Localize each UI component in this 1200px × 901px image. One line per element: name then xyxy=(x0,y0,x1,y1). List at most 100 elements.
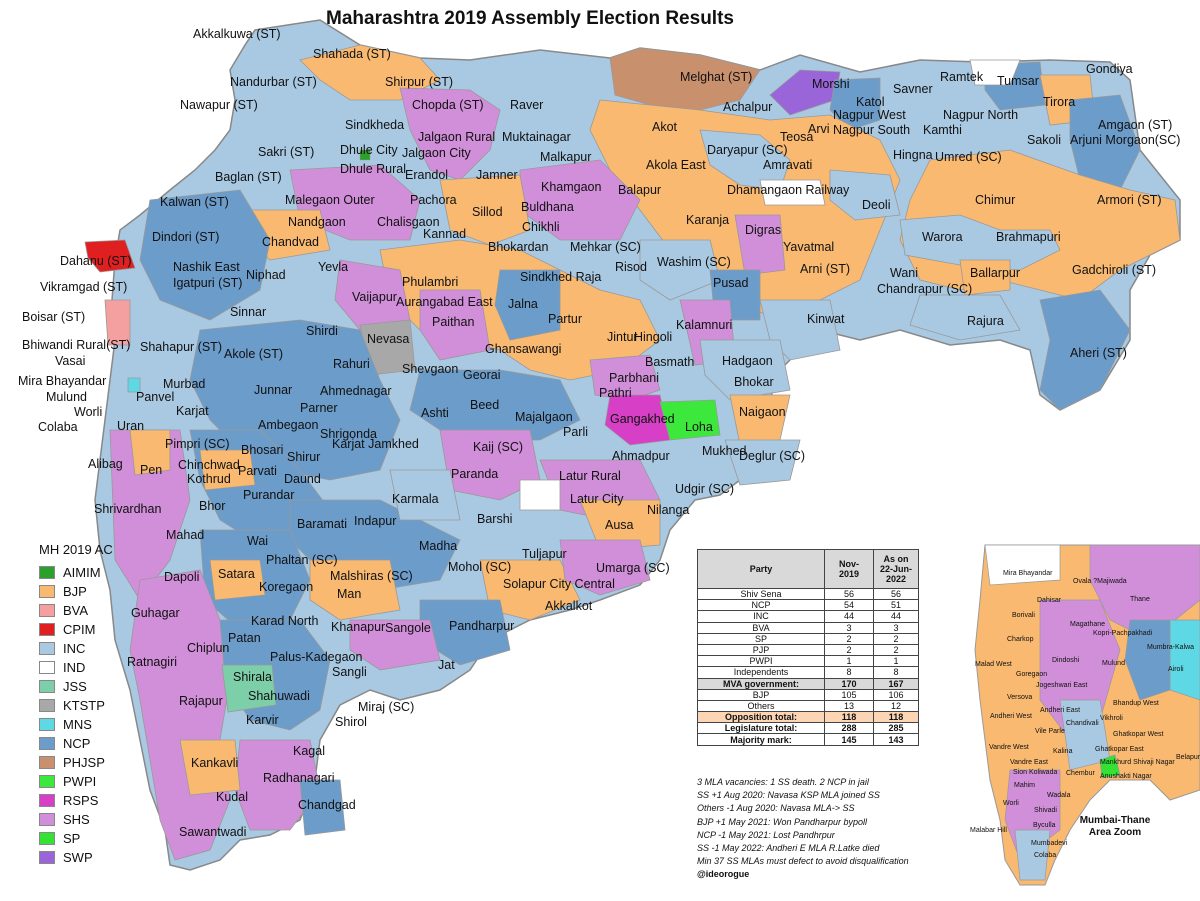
constituency-label: Kalamnuri xyxy=(676,318,733,332)
constituency-label: Baramati xyxy=(297,517,348,531)
constituency-label: Morshi xyxy=(812,77,850,91)
constituency-label: Sangole xyxy=(385,621,431,635)
constituency-label: Ashti xyxy=(421,406,449,420)
constituency-label: Akola East xyxy=(646,158,706,172)
constituency-label: Bhor xyxy=(199,499,226,513)
constituency-label: Yavatmal xyxy=(783,240,835,254)
table-cell: 12 xyxy=(873,699,919,713)
region-ncp-beed xyxy=(409,369,581,441)
legend-label: SP xyxy=(63,831,81,846)
note-line: NCP -1 May 2021: Lost Pandhrpur xyxy=(697,829,835,840)
table-cell: Shiv Sena xyxy=(697,587,825,601)
constituency-label: Jalgaon City xyxy=(402,146,471,160)
constituency-label: Georai xyxy=(463,368,501,382)
constituency-label: Shevgaon xyxy=(402,362,459,376)
constituency-label: Nagpur North xyxy=(943,108,1019,122)
inset-region-mns xyxy=(1169,619,1200,701)
constituency-label: Warora xyxy=(922,230,963,244)
inset-constituency-label: Colaba xyxy=(1034,852,1057,859)
inset-title: Mumbai-Thane Area Zoom xyxy=(1079,815,1151,838)
inset-constituency-label: Charkop xyxy=(1007,636,1034,643)
region-ind-white-2 xyxy=(759,179,826,206)
constituency-label: Mehkar (SC) xyxy=(570,240,641,254)
constituency-label: Karjat Jamkhed xyxy=(332,437,419,451)
table-cell: 3 xyxy=(824,621,874,634)
constituency-label: Umred (SC) xyxy=(935,150,1002,164)
region-jss-shahuwadi xyxy=(221,664,277,713)
region-shs-sangole xyxy=(349,619,441,671)
inset-region-sp xyxy=(1099,754,1121,779)
constituency-label: Sangli xyxy=(332,665,367,679)
region-shs-paithan xyxy=(419,289,491,361)
region-ncp-nashik xyxy=(139,189,271,321)
legend-item: SP xyxy=(39,829,159,848)
table-cell: 44 xyxy=(873,610,919,623)
constituency-label: Akkalkuwa (ST) xyxy=(193,27,281,41)
constituency-label: Kankavli xyxy=(191,756,239,770)
table-cell: 118 xyxy=(873,711,919,724)
constituency-label: Kothrud xyxy=(187,472,231,486)
table-cell: 8 xyxy=(824,666,874,679)
table-cell: 2 xyxy=(824,643,874,657)
table-cell: Others xyxy=(697,699,825,713)
region-inc-deglur xyxy=(724,439,801,486)
notes: 3 MLA vacancies: 1 SS death. 2 NCP in ja… xyxy=(697,776,909,882)
table-cell: 2 xyxy=(824,632,874,645)
constituency-label: Deoli xyxy=(862,198,891,212)
constituency-label: Chandrapur (SC) xyxy=(877,282,973,296)
constituency-label: Shirol xyxy=(335,715,367,729)
inset-constituency-label: Mulund xyxy=(1102,660,1125,667)
constituency-label: Teosa xyxy=(780,130,814,144)
table-row: SP 2 2 xyxy=(697,632,919,645)
inset-constituency-label: Sion Koliwada xyxy=(1013,769,1058,776)
constituency-label: Madha xyxy=(419,539,458,553)
constituency-label: Ambegaon xyxy=(258,418,319,432)
constituency-label: Daund xyxy=(284,472,321,486)
party-table: Party Nov-2019 As on 22-Jun-2022 Shiv Se… xyxy=(697,549,919,746)
legend-label: AIMIM xyxy=(63,565,101,580)
constituency-label: Kannad xyxy=(423,227,467,241)
inset-constituency-label: Andheri West xyxy=(990,713,1032,720)
legend-swatch xyxy=(39,851,55,864)
constituency-label: Brahmapuri xyxy=(996,230,1061,244)
table-cell: 285 xyxy=(873,722,919,735)
inset-constituency-label: Mira Bhayandar xyxy=(1003,570,1053,577)
table-cell: 106 xyxy=(873,688,919,701)
inset-constituency-label: Ghatkopar West xyxy=(1113,731,1164,738)
legend-item: CPIM xyxy=(39,620,159,639)
inset-constituency-label: Worli xyxy=(1003,800,1019,807)
table-cell: Majority mark: xyxy=(697,733,825,746)
constituency-label: Uran xyxy=(117,419,145,433)
constituency-label: Khanapur xyxy=(331,620,386,634)
legend-swatch xyxy=(39,585,55,598)
legend-swatch xyxy=(39,566,55,579)
legend-item: PHJSP xyxy=(39,753,159,772)
constituency-label: Naigaon xyxy=(739,405,786,419)
table-row: Shiv Sena 56 56 xyxy=(697,587,919,601)
constituency-label: Pusad xyxy=(713,276,749,290)
region-pwpi-loha xyxy=(659,399,721,441)
legend-swatch xyxy=(39,718,55,731)
constituency-label: Savner xyxy=(893,82,933,96)
constituency-label: Sindkheda xyxy=(345,118,405,132)
table-cell: 54 xyxy=(824,599,874,612)
inset-constituency-label: Bhandup West xyxy=(1113,700,1159,707)
note-line: Others -1 Aug 2020: Navasa MLA-> SS xyxy=(697,803,855,814)
constituency-label: Daryapur (SC) xyxy=(707,143,788,157)
legend-label: BVA xyxy=(63,603,89,618)
legend-item: MNS xyxy=(39,715,159,734)
table-cell: Legislature total: xyxy=(697,722,825,735)
inset-constituency-label: Ghatkopar East xyxy=(1095,746,1144,753)
table-header-row: Party Nov-2019 As on 22-Jun-2022 xyxy=(697,549,919,589)
table-cell: 1 xyxy=(873,655,919,668)
constituency-label: Achalpur xyxy=(723,100,773,114)
constituency-label: Jalna xyxy=(508,297,538,311)
legend-swatch xyxy=(39,737,55,750)
region-bjp-ballarpur xyxy=(959,259,1011,296)
constituency-label: Kudal xyxy=(216,790,248,804)
inset-constituency-label: Kopri-Pachpakhadi xyxy=(1093,630,1153,637)
constituency-label: Mulund xyxy=(46,390,87,404)
table-cell: BVA xyxy=(697,621,825,634)
legend-label: IND xyxy=(63,660,86,675)
constituency-label: Gondiya xyxy=(1086,62,1133,76)
